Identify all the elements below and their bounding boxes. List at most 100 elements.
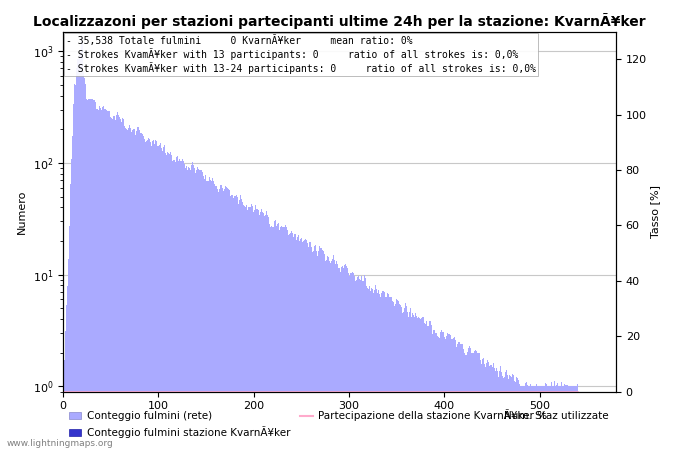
Bar xyxy=(243,205,244,450)
Bar xyxy=(199,170,201,450)
Bar xyxy=(294,234,295,450)
Bar xyxy=(85,84,86,450)
Bar xyxy=(575,387,576,450)
Bar xyxy=(406,306,407,450)
Bar xyxy=(331,261,332,450)
Bar xyxy=(93,100,94,450)
Bar xyxy=(249,207,251,450)
Bar xyxy=(293,237,294,450)
Bar xyxy=(167,152,169,450)
Bar xyxy=(140,133,141,450)
Bar xyxy=(198,169,199,450)
Bar xyxy=(568,387,569,450)
Bar xyxy=(457,344,458,450)
Bar xyxy=(177,156,178,450)
Bar xyxy=(194,168,195,450)
Legend: Conteggio fulmini (rete), Conteggio fulmini stazione KvarnÃ¥ker, Partecipazione : Conteggio fulmini (rete), Conteggio fulm… xyxy=(64,405,552,442)
Bar xyxy=(117,112,118,450)
Bar xyxy=(202,172,203,450)
Bar xyxy=(206,181,207,450)
Bar xyxy=(563,386,564,450)
Bar xyxy=(519,384,520,450)
Bar xyxy=(402,313,403,450)
Bar xyxy=(520,387,521,450)
Bar xyxy=(312,252,314,450)
Bar xyxy=(548,387,549,450)
Bar xyxy=(482,359,483,450)
Bar xyxy=(396,299,397,450)
Bar xyxy=(189,168,190,450)
Bar xyxy=(394,306,395,450)
Bar xyxy=(451,339,452,450)
Bar xyxy=(403,312,404,450)
Bar xyxy=(338,269,339,450)
Bar xyxy=(278,223,279,450)
Bar xyxy=(477,353,478,450)
Bar xyxy=(108,111,109,450)
Bar xyxy=(277,225,278,450)
Bar xyxy=(297,237,298,450)
Bar xyxy=(359,279,360,450)
Bar xyxy=(365,285,367,450)
Bar xyxy=(356,279,357,450)
Bar xyxy=(525,382,526,450)
Bar xyxy=(73,104,74,450)
Bar xyxy=(195,173,196,450)
Bar xyxy=(125,128,127,450)
Bar xyxy=(526,382,527,450)
Bar xyxy=(114,116,115,450)
Bar xyxy=(426,321,427,450)
Bar xyxy=(576,387,578,450)
Bar xyxy=(465,355,466,450)
Bar xyxy=(336,261,337,450)
Bar xyxy=(521,387,522,450)
Bar xyxy=(448,334,449,450)
Bar xyxy=(449,336,451,450)
Bar xyxy=(255,205,256,450)
Bar xyxy=(460,343,461,450)
Bar xyxy=(540,387,541,450)
Bar xyxy=(103,106,104,450)
Bar xyxy=(349,272,351,450)
Bar xyxy=(440,332,441,450)
Bar xyxy=(128,128,130,450)
Bar xyxy=(88,99,89,450)
Bar xyxy=(468,348,469,450)
Bar xyxy=(364,275,365,450)
Bar xyxy=(201,170,202,450)
Bar xyxy=(510,377,512,450)
Bar xyxy=(241,202,243,450)
Bar xyxy=(565,385,566,450)
Bar xyxy=(291,230,293,450)
Bar xyxy=(378,291,379,450)
Bar xyxy=(224,189,225,450)
Partecipazione della stazione KvarnÃ¥ker % xyxy=(410,389,418,394)
Bar xyxy=(223,191,224,450)
Bar xyxy=(367,288,368,450)
Bar xyxy=(197,167,198,450)
Bar xyxy=(497,371,498,450)
Bar xyxy=(374,290,375,450)
Bar xyxy=(111,117,112,450)
Bar xyxy=(137,127,138,450)
Bar xyxy=(422,317,423,450)
Bar xyxy=(559,387,560,450)
Bar xyxy=(99,108,101,450)
Bar xyxy=(196,171,197,450)
Bar xyxy=(438,337,439,450)
Bar xyxy=(186,166,188,450)
Bar xyxy=(509,375,510,450)
Bar xyxy=(318,251,319,450)
Bar xyxy=(383,291,384,450)
Bar xyxy=(327,256,328,450)
Bar xyxy=(150,142,151,450)
Bar xyxy=(549,387,550,450)
Bar xyxy=(281,225,282,450)
Bar xyxy=(284,227,285,450)
Bar xyxy=(138,127,139,450)
Bar xyxy=(501,372,502,450)
Bar xyxy=(375,285,376,450)
Bar xyxy=(233,198,234,450)
Bar xyxy=(480,360,481,450)
Bar xyxy=(151,146,152,450)
